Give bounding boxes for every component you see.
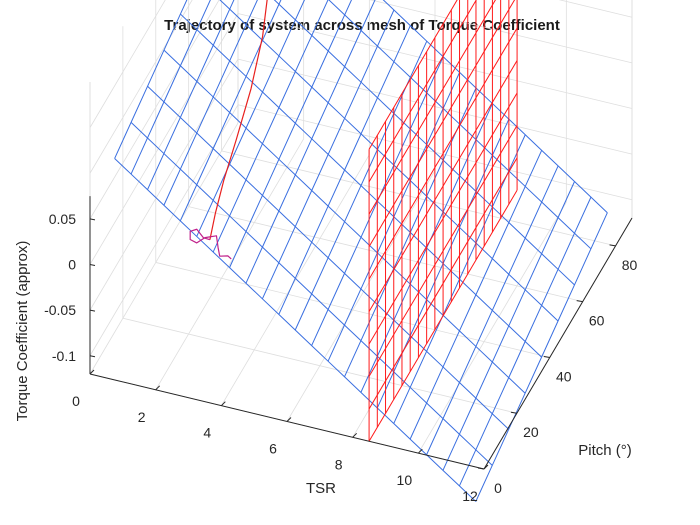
grid-line	[89, 0, 166, 128]
tick-labels: 0 2 4 6 8 10 12 0 20 40 60 80 0.05 0 -0.05 -0.1	[44, 211, 637, 504]
system-trajectory	[189, 0, 268, 260]
z-tick-label: -0.1	[52, 348, 76, 364]
wall-horizontal-line	[368, 0, 458, 150]
x-tick-label: 4	[203, 425, 211, 441]
wall-horizontal-line	[368, 27, 518, 280]
grid-line	[89, 58, 239, 311]
y-tick-label: 20	[523, 424, 539, 440]
x-tick-label: 2	[138, 409, 146, 425]
x-tick	[417, 448, 423, 454]
y-tick-label: 60	[589, 313, 605, 329]
x-tick	[286, 417, 292, 422]
z-tick	[89, 218, 96, 221]
y-axis-label: Pitch (°)	[578, 442, 632, 459]
mesh-col-line	[442, 181, 575, 471]
x-axis-label: TSR	[306, 480, 336, 497]
tsr-limit-wall	[368, 0, 518, 442]
mesh-col-line	[196, 0, 305, 237]
z-tick-label: -0.05	[44, 302, 76, 318]
mesh-col-line	[229, 0, 353, 268]
y-tick	[609, 244, 616, 247]
z-tick-label: 0.05	[49, 211, 76, 227]
mesh-col-line	[179, 0, 282, 222]
mesh-col-line	[245, 0, 376, 284]
mesh-col-line	[458, 196, 592, 487]
z-tick	[89, 309, 96, 312]
mesh-col-line	[261, 9, 395, 300]
y-tick	[576, 300, 583, 303]
mesh-col-line	[114, 0, 188, 159]
x-tick	[352, 432, 358, 438]
grid-line	[89, 104, 239, 356]
wall-horizontal-line	[368, 157, 518, 410]
grid-line	[369, 0, 633, 64]
x-tick	[220, 401, 226, 407]
trajectory-line	[209, 0, 268, 240]
grid-line	[220, 154, 370, 406]
wall-horizontal-line	[368, 60, 518, 312]
grid-line	[89, 0, 193, 174]
trajectory-line	[189, 228, 232, 260]
grid-line	[122, 317, 517, 414]
y-tick	[477, 467, 485, 470]
wall-horizontal-line	[368, 0, 516, 247]
wall-horizontal-line	[368, 190, 518, 442]
z-axis-label: Torque Coefficient (approx)	[14, 241, 31, 422]
x-tick	[483, 464, 489, 470]
grid-line	[155, 262, 550, 358]
x-tick-label: 12	[462, 488, 478, 504]
x-tick	[155, 385, 161, 391]
mesh-col-line	[163, 0, 258, 206]
z-tick	[89, 264, 96, 266]
grid-line	[155, 138, 305, 391]
wall-horizontal-line	[368, 125, 518, 377]
y-tick-label: 80	[622, 257, 638, 273]
x-tick-label: 0	[72, 393, 80, 409]
grid-line	[286, 170, 436, 422]
grid-line	[417, 201, 567, 454]
mesh-col-line	[212, 0, 329, 253]
mesh-col-line	[147, 0, 235, 190]
grid-line	[89, 122, 239, 375]
wall-horizontal-line	[368, 0, 477, 182]
x-tick-label: 10	[397, 472, 413, 488]
y-tick-label: 0	[494, 480, 502, 496]
z-tick-label: 0	[68, 257, 76, 273]
grid-line	[558, 0, 633, 18]
x-tick-label: 8	[335, 456, 343, 472]
mesh-col-line	[278, 25, 411, 315]
mesh-col-line	[409, 150, 543, 440]
y-tick	[543, 355, 550, 358]
x-tick-label: 6	[269, 441, 277, 457]
grid-line	[89, 13, 239, 265]
grid-line	[89, 0, 220, 220]
mesh-col-line	[475, 212, 608, 502]
y-tick-label: 40	[556, 368, 572, 384]
mesh-col-line	[130, 0, 211, 175]
wall-horizontal-line	[368, 0, 496, 215]
y-tick	[510, 411, 517, 414]
x-tick	[89, 369, 95, 375]
z-tick	[89, 355, 96, 358]
mesh-col-line	[426, 165, 559, 455]
y-axis-line	[483, 217, 633, 470]
wall-horizontal-line	[368, 92, 518, 345]
